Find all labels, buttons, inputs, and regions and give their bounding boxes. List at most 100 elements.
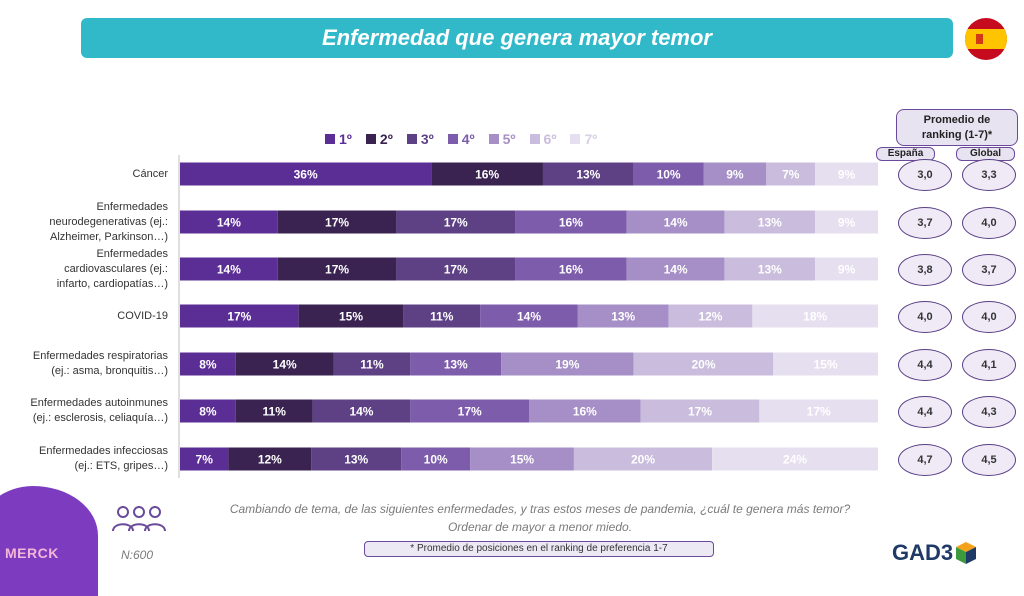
- bar-segment: [180, 399, 236, 423]
- bar-data-label: 10%: [424, 453, 448, 467]
- legend-item: 7º: [570, 131, 597, 147]
- legend-swatch: [325, 134, 335, 144]
- category-label-line: Enfermedades infecciosas: [38, 445, 168, 457]
- category-label-line: Enfermedades autoinmunes: [30, 397, 168, 409]
- bar-data-label: 18%: [803, 310, 827, 324]
- bar-data-label: 16%: [573, 405, 597, 419]
- bar-data-label: 15%: [339, 310, 363, 324]
- bar-data-label: 19%: [555, 358, 579, 372]
- bar-segment: [403, 304, 481, 328]
- title-bar: Enfermedad que genera mayor temor: [81, 18, 953, 58]
- ranking-global-value: 3,7: [962, 254, 1016, 286]
- category-label-line: neurodegenerativas (ej.:: [49, 215, 168, 228]
- category-label: COVID-19: [6, 309, 168, 324]
- bar-data-label: 14%: [217, 216, 241, 230]
- bar-data-label: 13%: [758, 263, 782, 277]
- ranking-header-line1: Promedio de: [923, 113, 991, 126]
- bar-data-label: 9%: [838, 263, 856, 277]
- legend-swatch: [406, 134, 417, 144]
- bar-data-label: 17%: [688, 405, 712, 419]
- bar-data-label: 17%: [444, 216, 468, 230]
- category-label-line: COVID-19: [117, 309, 168, 322]
- bar-segment: [815, 210, 878, 234]
- bar-data-label: 13%: [444, 358, 468, 372]
- bar-data-label: 9%: [838, 168, 856, 182]
- category-label-line: Cáncer: [132, 167, 168, 180]
- gad3-logo-text: GAD3: [892, 540, 954, 565]
- bar-segment: [431, 162, 543, 186]
- ranking-header: Promedio de ranking (1-7)*: [896, 109, 1018, 146]
- bar-segment: [712, 447, 878, 471]
- bar-data-label: 17%: [807, 405, 831, 419]
- category-label: Cáncer: [6, 167, 168, 182]
- bar-data-label: 8%: [199, 358, 217, 372]
- bar-segment: [703, 162, 767, 186]
- bar-segment: [640, 399, 760, 423]
- category-label-line: cardiovasculares (ej.:: [64, 262, 168, 275]
- category-label: Enfermedades cardiovasculares (ej.: infart…: [6, 247, 168, 292]
- ranking-footnote: * Promedio de posiciones en el ranking d…: [364, 541, 714, 557]
- bar-data-label: 7%: [782, 168, 800, 182]
- bar-segment: [396, 210, 516, 234]
- bar-segment: [724, 257, 816, 281]
- bar-segment: [333, 352, 411, 376]
- bar-data-label: 13%: [758, 216, 782, 230]
- bar-data-label: 36%: [294, 168, 318, 182]
- page-title: Enfermedad que genera mayor temor: [321, 25, 712, 50]
- bar-data-label: 16%: [475, 168, 499, 182]
- bar-segment: [180, 257, 278, 281]
- stacked-bar-chart: 36% 16% 13% 10% 9% 7% 9% 14% 17% 17% 16% 14% 13% 9% 14…: [178, 155, 878, 478]
- bar-segment: [529, 399, 641, 423]
- bar-segment: [396, 257, 516, 281]
- bar-data-label: 16%: [559, 263, 583, 277]
- bar-segment: [235, 352, 334, 376]
- legend-label: 7º: [584, 131, 598, 147]
- bar-data-label: 12%: [698, 310, 722, 324]
- merck-logo: MERCK: [5, 545, 59, 561]
- bar-segment: [815, 257, 878, 281]
- bar-segment: [773, 352, 878, 376]
- bar-segment: [311, 447, 402, 471]
- legend-label: 1º: [339, 131, 352, 147]
- legend-swatch: [447, 134, 458, 144]
- bar-segment: [180, 162, 432, 186]
- bar-data-label: 15%: [814, 358, 838, 372]
- legend-item: 6º: [529, 131, 556, 147]
- category-label-line: Alzheimer, Parkinson…): [50, 230, 168, 243]
- bar-data-label: 20%: [691, 358, 715, 372]
- bar-segment: [815, 162, 878, 186]
- bar-data-label: 10%: [657, 168, 681, 182]
- bar-segment: [180, 352, 236, 376]
- bar-segment: [577, 304, 669, 328]
- bar-data-label: 17%: [325, 216, 349, 230]
- ranking-espana-value: 3,8: [898, 254, 952, 286]
- category-label-line: (ej.: ETS, gripes…): [74, 460, 168, 472]
- legend-item: 3º: [406, 131, 434, 147]
- ranking-global-value: 4,3: [962, 396, 1016, 428]
- bar-data-label: 16%: [559, 216, 583, 230]
- bar-data-label: 11%: [430, 310, 454, 324]
- bar-segment: [277, 210, 397, 234]
- ranking-header-line2: ranking (1-7)*: [921, 128, 993, 141]
- bar-segment: [633, 352, 774, 376]
- bar-data-label: 11%: [263, 405, 287, 419]
- bar-data-label: 17%: [227, 310, 251, 324]
- legend-item: 5º: [488, 131, 516, 147]
- bar-data-label: 11%: [360, 358, 384, 372]
- bar-segment: [573, 447, 713, 471]
- bar-data-label: 14%: [349, 405, 373, 419]
- bar-segment: [410, 352, 502, 376]
- bar-data-label: 9%: [726, 168, 744, 182]
- bar-segment: [752, 304, 878, 328]
- bar-segment: [668, 304, 753, 328]
- bar-segment: [626, 257, 725, 281]
- bar-data-label: 14%: [273, 358, 297, 372]
- bar-segment: [626, 210, 725, 234]
- bar-data-label: 13%: [344, 453, 368, 467]
- spain-flag-icon: [965, 18, 1007, 60]
- ranking-espana-value: 3,7: [898, 207, 952, 239]
- bar-segment: [480, 304, 578, 328]
- category-label-line: Enfermedades: [96, 247, 168, 260]
- bar-segment: [724, 210, 816, 234]
- bar-data-label: 12%: [258, 453, 282, 467]
